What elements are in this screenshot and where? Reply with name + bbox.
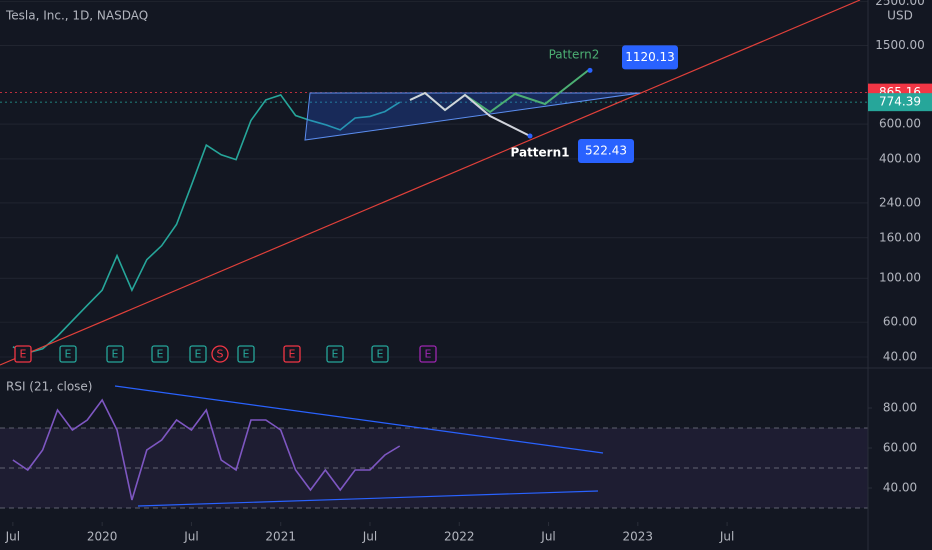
event-marker xyxy=(237,345,255,363)
rsi-title: RSI (21, close) xyxy=(6,380,92,394)
event-marker xyxy=(326,345,344,363)
y-tick-label: 160.00 xyxy=(879,230,921,244)
axis-unit: USD xyxy=(887,9,913,23)
plot-layer xyxy=(0,1,868,509)
event-marker xyxy=(189,345,207,363)
target-box xyxy=(622,45,678,70)
event-label: E xyxy=(425,348,432,361)
y-tick-label: 40.00 xyxy=(883,350,917,364)
event-label: E xyxy=(377,348,384,361)
pattern-label: Pattern1 xyxy=(511,146,570,160)
target-point xyxy=(587,67,593,73)
event-marker xyxy=(151,345,169,363)
event-label: E xyxy=(65,348,72,361)
pattern-label: Pattern2 xyxy=(549,48,600,62)
y-tick-label: 60.00 xyxy=(883,441,917,455)
price-line xyxy=(12,398,401,501)
y-tick-label: 400.00 xyxy=(879,151,921,165)
target-value: 1120.13 xyxy=(625,50,675,64)
y-tick-label: 60.00 xyxy=(883,315,917,329)
y-tick-label: 80.00 xyxy=(883,401,917,415)
rsi-trend-line xyxy=(137,490,599,507)
event-marker xyxy=(283,345,301,363)
x-tick-label: Jul xyxy=(719,530,734,544)
chart-title: Tesla, Inc., 1D, NASDAQ xyxy=(5,9,148,23)
x-tick-label: Jul xyxy=(183,530,198,544)
event-marker xyxy=(106,345,124,363)
y-tick-label: 100.00 xyxy=(879,271,921,285)
y-tick-label: 1500.00 xyxy=(875,38,925,52)
event-label: E xyxy=(195,348,202,361)
x-tick-label: 2020 xyxy=(87,530,118,544)
target-box xyxy=(578,139,634,164)
x-tick-label: Jul xyxy=(362,530,377,544)
y-tick-label: 2500.00 xyxy=(875,0,925,8)
event-label: E xyxy=(157,348,164,361)
event-label: E xyxy=(332,348,339,361)
event-label: E xyxy=(289,348,296,361)
price-label: 774.39 xyxy=(879,95,921,109)
pattern1-path xyxy=(409,91,531,137)
event-marker xyxy=(211,345,229,363)
rsi-trend-line xyxy=(114,385,604,454)
x-tick-label: 2021 xyxy=(265,530,296,544)
price-label-box xyxy=(868,93,932,112)
event-label: E xyxy=(20,348,27,361)
y-tick-label: 240.00 xyxy=(879,195,921,209)
price-line xyxy=(12,94,401,354)
event-label: E xyxy=(112,348,119,361)
event-label: S xyxy=(217,348,224,361)
trend-line xyxy=(0,0,861,366)
y-tick-label: 40.00 xyxy=(883,481,917,495)
event-label: E xyxy=(243,348,250,361)
x-tick-label: 2022 xyxy=(444,530,475,544)
triangle-drawing xyxy=(304,92,641,141)
target-point xyxy=(527,133,533,139)
event-marker xyxy=(14,345,32,363)
x-tick-label: 2023 xyxy=(623,530,654,544)
event-marker xyxy=(59,345,77,363)
x-tick-label: Jul xyxy=(540,530,555,544)
event-marker xyxy=(419,345,437,363)
x-tick-label: Jul xyxy=(5,530,20,544)
target-value: 522.43 xyxy=(585,144,627,158)
event-marker xyxy=(371,345,389,363)
y-tick-label: 600.00 xyxy=(879,117,921,131)
